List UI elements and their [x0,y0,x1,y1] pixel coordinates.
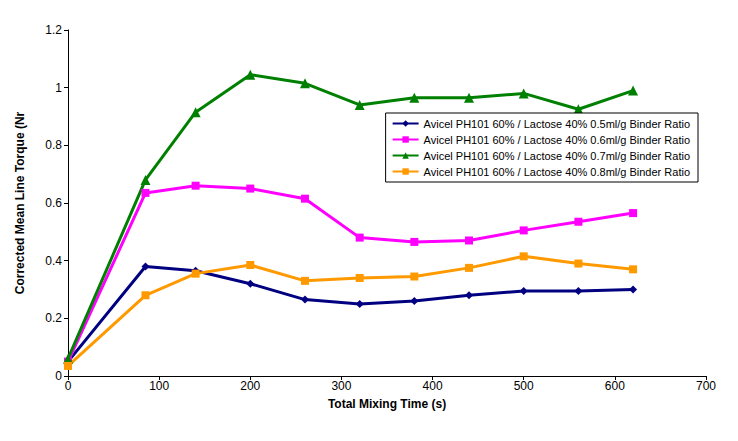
svg-text:Avicel PH101 60% / Lactose 40%: Avicel PH101 60% / Lactose 40% 0.5ml/g B… [424,118,690,130]
svg-text:Avicel PH101 60% / Lactose 40%: Avicel PH101 60% / Lactose 40% 0.8ml/g B… [424,166,690,178]
svg-text:Corrected Mean Line Torque (Nr: Corrected Mean Line Torque (Nr [13,111,27,294]
svg-text:Avicel PH101 60% / Lactose 40%: Avicel PH101 60% / Lactose 40% 0.7ml/g B… [424,150,690,162]
svg-text:1.2: 1.2 [45,23,62,37]
svg-text:700: 700 [696,379,716,393]
svg-text:0: 0 [55,369,62,383]
svg-text:100: 100 [149,379,169,393]
svg-text:0.8: 0.8 [45,138,62,152]
svg-text:0.6: 0.6 [45,196,62,210]
svg-text:200: 200 [240,379,260,393]
svg-text:0.2: 0.2 [45,311,62,325]
svg-text:Total Mixing Time (s): Total Mixing Time (s) [328,397,446,411]
svg-text:Avicel PH101 60% / Lactose 40%: Avicel PH101 60% / Lactose 40% 0.6ml/g B… [424,134,690,146]
svg-text:600: 600 [605,379,625,393]
svg-text:0.4: 0.4 [45,254,62,268]
svg-text:400: 400 [423,379,443,393]
svg-text:0: 0 [65,379,72,393]
svg-text:1: 1 [55,81,62,95]
svg-text:300: 300 [331,379,351,393]
svg-text:500: 500 [514,379,534,393]
